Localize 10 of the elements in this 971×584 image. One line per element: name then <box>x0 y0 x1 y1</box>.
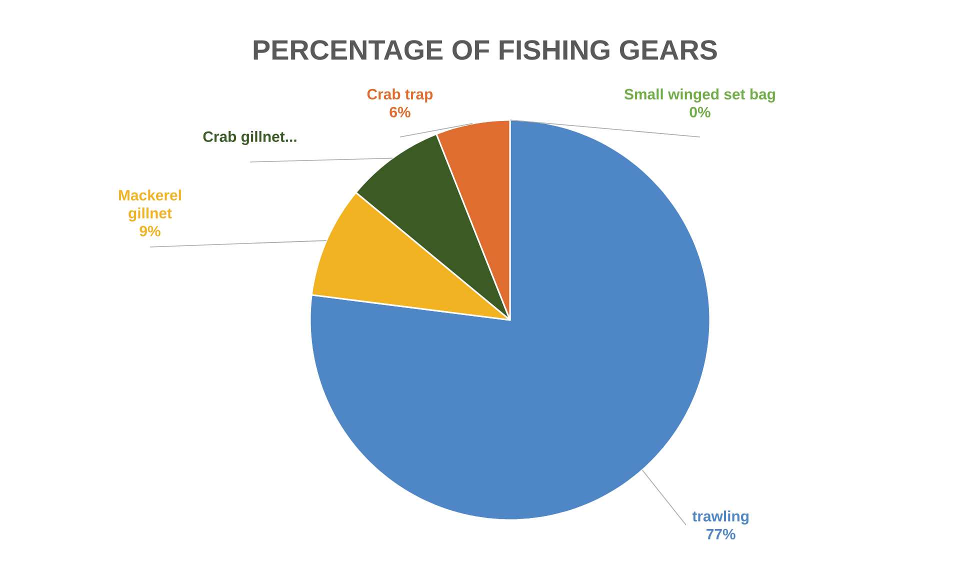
category-label: Small winged set bag <box>624 88 775 103</box>
data-label: 77% <box>706 528 736 540</box>
chart-title: PERCENTAGE OF FISHING GEARS <box>254 40 717 60</box>
slice-label: Crab trap <box>367 88 433 102</box>
slice-label: Crab gillnet... <box>203 130 296 145</box>
data-label: 6% <box>390 106 410 118</box>
data-label: 9% <box>140 226 160 236</box>
slice-label: Mackerel gillnet <box>119 190 181 222</box>
slice-label: trawling <box>692 510 748 525</box>
text: 0% <box>690 106 710 118</box>
